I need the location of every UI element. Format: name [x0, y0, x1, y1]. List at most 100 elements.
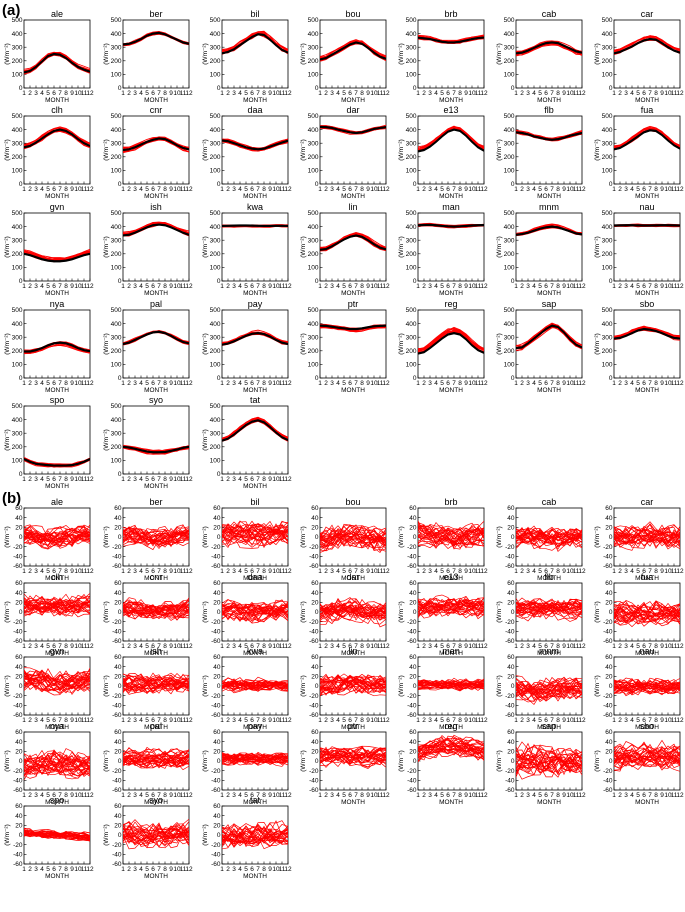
- model-curve: [614, 35, 680, 51]
- y-axis-label: (Wm⁻²): [594, 526, 601, 547]
- x-tick-label: 7: [157, 643, 161, 650]
- x-tick-label: 11: [279, 90, 286, 97]
- x-tick-label: 9: [562, 643, 566, 650]
- observed-curve: [418, 223, 484, 227]
- x-tick-label: 3: [232, 90, 236, 97]
- x-tick-label: 3: [526, 186, 530, 193]
- x-tick-label: 3: [428, 717, 432, 724]
- observed-curve: [123, 137, 189, 151]
- y-tick-label: -20: [505, 693, 515, 700]
- observed-curve: [24, 252, 90, 262]
- x-tick-label: 5: [538, 283, 542, 290]
- x-tick-label: 11: [180, 717, 187, 724]
- y-axis-label: (Wm⁻²): [496, 139, 503, 160]
- x-tick-label: 10: [566, 90, 574, 97]
- x-tick-label: 5: [636, 568, 640, 575]
- x-tick-label: 7: [157, 792, 161, 799]
- observed-curve: [123, 445, 189, 453]
- x-axis-label: MONTH: [144, 97, 168, 104]
- x-tick-label: 11: [279, 476, 286, 483]
- x-tick-label: 7: [256, 717, 260, 724]
- x-tick-label: 10: [664, 186, 672, 193]
- x-tick-label: 1: [612, 186, 616, 193]
- y-tick-label: 0: [315, 85, 319, 92]
- x-axis-label: MONTH: [243, 575, 267, 582]
- y-tick-label: -40: [13, 629, 23, 636]
- x-tick-label: 4: [238, 568, 242, 575]
- x-axis-label: MONTH: [45, 873, 69, 880]
- x-tick-label: 4: [139, 717, 143, 724]
- x-tick-label: 3: [133, 476, 137, 483]
- x-tick-label: 6: [642, 90, 646, 97]
- y-tick-label: 40: [213, 813, 221, 820]
- x-axis-label: MONTH: [341, 387, 365, 394]
- y-tick-label: 40: [114, 664, 122, 671]
- x-tick-label: 3: [34, 476, 38, 483]
- y-axis-label: (Wm⁻²): [594, 139, 601, 160]
- x-tick-label: 1: [612, 380, 616, 387]
- model-curve: [614, 756, 680, 772]
- x-tick-label: 1: [220, 717, 224, 724]
- x-tick-label: 10: [272, 90, 280, 97]
- series-group: [222, 138, 288, 152]
- x-axis-label: MONTH: [341, 650, 365, 657]
- x-tick-label: 2: [127, 717, 131, 724]
- x-tick-label: 5: [636, 643, 640, 650]
- model-curve: [123, 600, 189, 614]
- plot-frame: [417, 309, 485, 379]
- y-tick-label: 300: [602, 237, 613, 244]
- x-tick-label: 4: [40, 643, 44, 650]
- station-title: kwa: [247, 202, 263, 212]
- y-tick-label: 20: [507, 674, 515, 681]
- x-tick-label: 2: [520, 90, 524, 97]
- x-tick-label: 11: [180, 380, 187, 387]
- x-tick-label: 2: [422, 568, 426, 575]
- model-curve: [320, 746, 386, 758]
- x-tick-label: 11: [475, 568, 482, 575]
- y-tick-label: -20: [112, 842, 122, 849]
- model-curve: [222, 680, 288, 689]
- x-tick-label: 1: [22, 792, 26, 799]
- x-tick-label: 2: [618, 90, 622, 97]
- model-curve: [24, 532, 90, 547]
- x-tick-label: 5: [145, 866, 149, 873]
- x-tick-label: 6: [250, 186, 254, 193]
- x-tick-label: 3: [624, 90, 628, 97]
- y-tick-label: 0: [118, 609, 122, 616]
- y-tick-label: -60: [112, 861, 122, 868]
- model-curve: [320, 597, 386, 613]
- y-tick-label: 300: [111, 140, 122, 147]
- y-tick-label: 400: [111, 127, 122, 134]
- y-tick-label: 40: [15, 813, 23, 820]
- x-axis-label: MONTH: [537, 97, 561, 104]
- x-tick-label: 11: [377, 717, 384, 724]
- x-axis-label: MONTH: [537, 387, 561, 394]
- x-tick-label: 1: [514, 717, 518, 724]
- x-tick-label: 9: [562, 90, 566, 97]
- y-tick-label: 20: [114, 674, 122, 681]
- y-tick-label: 200: [406, 58, 417, 65]
- x-tick-label: 2: [324, 792, 328, 799]
- model-curve: [222, 832, 288, 848]
- x-tick-label: 7: [58, 643, 62, 650]
- x-tick-label: 10: [468, 283, 476, 290]
- y-tick-label: 0: [511, 278, 515, 285]
- plot-frame: [23, 212, 91, 282]
- station-title: man: [442, 202, 460, 212]
- x-tick-label: 12: [86, 643, 94, 650]
- y-tick-label: 300: [602, 334, 613, 341]
- series-group: [418, 125, 484, 153]
- y-tick-label: -40: [407, 629, 417, 636]
- x-tick-label: 5: [244, 90, 248, 97]
- x-tick-label: 8: [458, 90, 462, 97]
- x-tick-label: 4: [139, 568, 143, 575]
- x-tick-label: 2: [618, 792, 622, 799]
- model-curve: [516, 756, 582, 772]
- x-tick-label: 6: [446, 717, 450, 724]
- x-tick-label: 6: [151, 866, 155, 873]
- model-curve: [222, 526, 288, 543]
